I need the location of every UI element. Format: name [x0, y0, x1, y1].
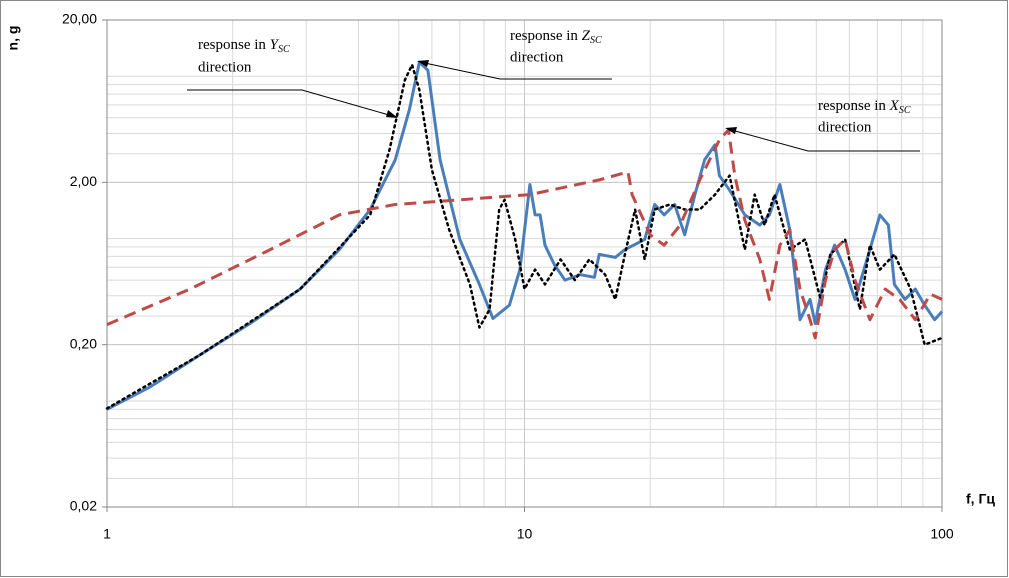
lines — [105, 60, 944, 411]
y-tick-label: 20,00 — [62, 11, 97, 27]
y-axis-label: n, g — [5, 26, 21, 51]
arrow-head — [417, 60, 429, 67]
annotation-axis: Y — [270, 37, 280, 53]
annotation-prefix: response in — [510, 28, 578, 44]
annotation-line2: direction — [510, 49, 564, 65]
annotation-sub: SC — [899, 105, 911, 116]
y-tick-label: 0,02 — [70, 498, 97, 514]
annotation-sub: SC — [590, 35, 602, 46]
annotation-line2: direction — [198, 59, 252, 75]
arrow-head — [386, 110, 398, 118]
x-axis-label: f, Гц — [966, 491, 995, 507]
annotation: response in ZSC direction — [417, 28, 612, 80]
x-tick-label: 100 — [930, 526, 954, 542]
arrow-head — [725, 127, 737, 134]
annotation-text: response in YSC — [198, 37, 290, 55]
annotation-arrow — [187, 89, 397, 118]
annotation: response in YSC direction — [187, 37, 398, 118]
y-tick-label: 2,00 — [70, 173, 97, 189]
annotation-text: response in ZSC — [510, 28, 602, 46]
annotation: response in XSC direction — [725, 98, 920, 152]
y-tick-label: 0,20 — [70, 335, 97, 351]
series-line — [105, 63, 944, 410]
annotation-axis: X — [889, 98, 900, 114]
annotation-arrow — [419, 61, 612, 80]
series-line — [106, 60, 944, 411]
x-tick-label: 1 — [103, 526, 111, 542]
x-tick-label: 10 — [517, 526, 533, 542]
series-line — [106, 128, 943, 340]
annotation-sub: SC — [278, 44, 290, 55]
annotation-line2: direction — [818, 119, 872, 135]
grid — [106, 19, 943, 508]
annotation-prefix: response in — [818, 98, 886, 114]
annotation-prefix: response in — [198, 37, 266, 53]
annotation-arrow — [727, 128, 920, 152]
annotation-text: response in XSC — [818, 98, 911, 116]
annotation-axis: Z — [582, 28, 591, 44]
